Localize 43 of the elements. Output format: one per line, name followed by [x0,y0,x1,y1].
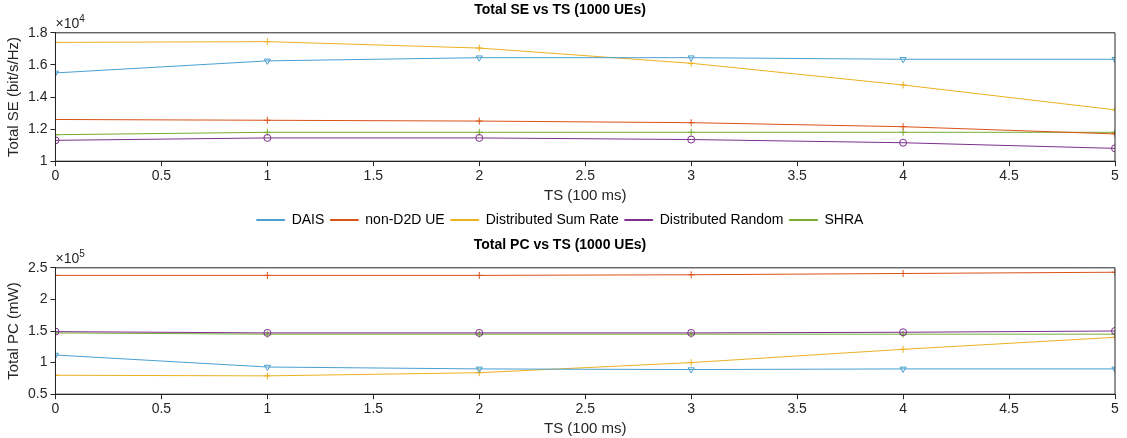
y-tick-label: 1 [39,152,48,169]
y-tick-label: 1.6 [27,55,48,72]
legend-label: Distributed Sum Rate [485,210,619,227]
x-tick-label: 4.5 [999,167,1019,184]
y-tick-label: 1.8 [27,23,48,40]
x-tick-label: 0.5 [151,167,172,184]
x-tick-label: 2 [475,167,484,184]
x-axis-title: TS (100 ms) [543,186,627,204]
chart-title: Total PC vs TS (1000 UEs) [473,236,647,253]
x-tick-label: 3.5 [787,167,808,184]
x-tick-label: 5 [1111,167,1120,184]
y-tick-label: 2 [39,290,48,307]
x-tick-label: 2 [475,400,484,417]
x-axis-title: TS (100 ms) [543,419,627,437]
x-tick-label: 2.5 [575,400,596,417]
x-tick-label: 5 [1111,400,1120,417]
x-tick-label: 3 [687,400,696,417]
x-tick-label: 1.5 [363,167,384,184]
x-tick-label: 0.5 [151,400,172,417]
legend-label: SHRA [824,210,865,227]
x-tick-label: 0 [51,167,60,184]
y-tick-label: 1 [39,353,48,370]
legend-label: DAIS [291,210,325,227]
legend-label: Distributed Random [659,210,784,227]
legend-label: non-D2D UE [365,210,445,227]
x-tick-label: 4.5 [999,400,1019,417]
x-tick-label: 1.5 [363,400,384,417]
y-tick-label: 1.5 [27,321,48,338]
y-tick-label: 0.5 [27,385,48,402]
y-axis-title: Total PC (mW) [4,282,22,380]
x-tick-label: 2.5 [575,167,596,184]
y-axis-title: Total SE (bit/s/Hz) [4,36,22,158]
x-tick-label: 1 [263,400,272,417]
x-tick-label: 3.5 [787,400,808,417]
x-tick-label: 0 [51,400,60,417]
x-tick-label: 4 [899,167,908,184]
chart-title: Total SE vs TS (1000 UEs) [474,1,646,18]
x-tick-label: 1 [263,167,272,184]
y-tick-label: 1.2 [27,119,48,136]
y-tick-label: 2.5 [27,258,48,275]
y-tick-label: 1.4 [27,87,48,104]
x-tick-label: 3 [687,167,696,184]
x-tick-label: 4 [899,400,908,417]
